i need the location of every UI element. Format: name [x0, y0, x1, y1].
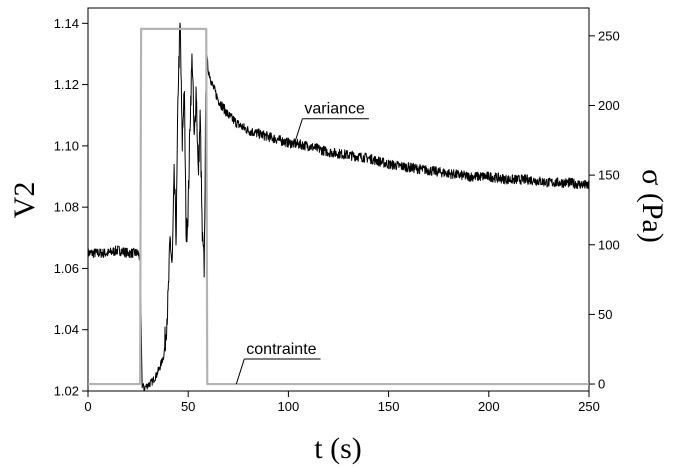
x-axis-title: t (s) [314, 432, 362, 465]
left-y-tick-label: 1.08 [54, 200, 79, 215]
plot-frame [87, 7, 590, 392]
annotation-layer: variance contrainte [235, 101, 369, 385]
right-y-tick-label: 250 [598, 28, 620, 43]
x-tick-label: 50 [181, 399, 195, 414]
right-y-tick-label: 150 [598, 168, 620, 183]
right-axis-title: σ (Pa) [636, 169, 669, 243]
annotation-label-variance: variance [304, 101, 365, 118]
annotation-label-contrainte: contrainte [246, 341, 316, 358]
right-y-tick-label: 50 [598, 307, 612, 322]
x-tick-label: 200 [478, 399, 500, 414]
left-y-tick-label: 1.12 [54, 77, 79, 92]
data-layer [87, 22, 590, 391]
left-y-tick-label: 1.02 [54, 384, 79, 399]
left-axis-title: V2 [8, 182, 41, 219]
x-tick-label: 150 [378, 399, 400, 414]
right-y-tick-label: 200 [598, 98, 620, 113]
right-y-tick-label: 0 [598, 377, 605, 392]
left-y-tick-label: 1.06 [54, 261, 79, 276]
left-y-tick-label: 1.04 [54, 322, 79, 337]
axis-layer: 0 50 100 150 200 250 1.02 1.04 1.06 1.08 1.10 1.12 1… [54, 16, 620, 414]
series-line-variance [87, 22, 590, 391]
x-tick-label: 0 [84, 399, 91, 414]
x-tick-label: 250 [578, 399, 600, 414]
annotation-leader [293, 118, 303, 144]
left-y-tick-label: 1.14 [54, 16, 79, 31]
x-tick-label: 100 [278, 399, 300, 414]
series-line-contrainte [88, 27, 589, 386]
right-y-tick-label: 100 [598, 237, 620, 252]
left-y-tick-label: 1.10 [54, 138, 79, 153]
annotation-leader [235, 358, 245, 385]
